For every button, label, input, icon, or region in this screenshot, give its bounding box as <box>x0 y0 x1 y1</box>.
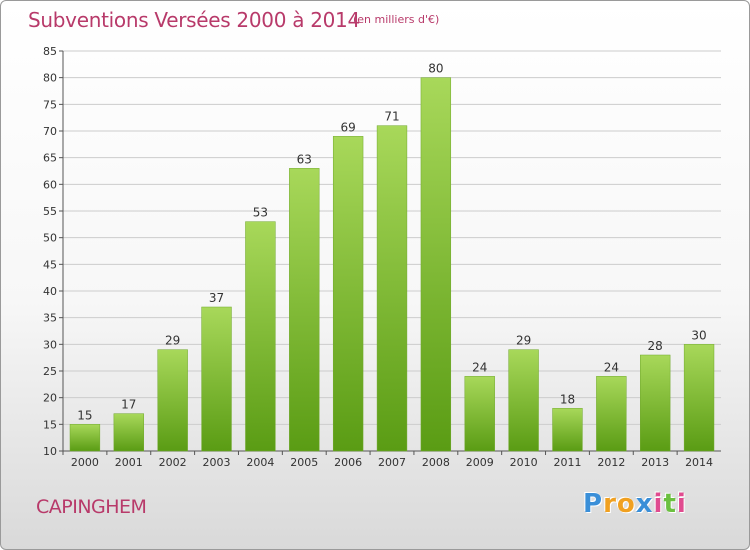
chart-unit: (en milliers d'€) <box>353 13 440 26</box>
x-tick-label: 2014 <box>685 456 713 469</box>
data-label: 24 <box>472 360 487 374</box>
logo-letter: t <box>663 489 677 519</box>
x-tick-label: 2000 <box>71 456 99 469</box>
x-tick-label: 2011 <box>553 456 581 469</box>
bar-2002 <box>157 349 188 452</box>
x-tick-label: 2008 <box>422 456 450 469</box>
y-tick-label: 10 <box>43 445 57 458</box>
logo-letter: i <box>676 489 687 519</box>
x-tick-label: 2002 <box>159 456 187 469</box>
data-label: 28 <box>648 339 663 353</box>
data-label: 15 <box>77 408 92 422</box>
x-tick-label: 2005 <box>290 456 318 469</box>
bar-2004 <box>245 221 276 452</box>
bar-2005 <box>289 168 320 452</box>
bar-2000 <box>69 424 101 452</box>
x-tick-label: 2012 <box>597 456 625 469</box>
bar-2013 <box>640 354 671 452</box>
data-label: 37 <box>209 291 224 305</box>
y-tick-label: 55 <box>43 205 57 218</box>
y-tick-label: 85 <box>43 45 57 58</box>
y-tick-label: 45 <box>43 258 57 271</box>
x-tick-label: 2013 <box>641 456 669 469</box>
data-label: 80 <box>428 62 443 76</box>
city-name: CAPINGHEM <box>36 496 147 518</box>
logo-letter: i <box>653 489 664 519</box>
x-tick-label: 2007 <box>378 456 406 469</box>
y-tick-label: 60 <box>43 178 57 191</box>
bar-2014 <box>683 344 715 452</box>
bars <box>69 77 715 452</box>
x-tick-label: 2004 <box>246 456 274 469</box>
bar-2009 <box>464 376 495 452</box>
proxiti-logo: Proxiti <box>583 489 687 519</box>
data-label: 30 <box>691 328 706 342</box>
x-tick-label: 2006 <box>334 456 362 469</box>
data-label: 24 <box>604 360 619 374</box>
y-tick-label: 65 <box>43 152 57 165</box>
y-tick-label: 20 <box>43 392 57 405</box>
y-tick-label: 30 <box>43 338 57 351</box>
data-label: 53 <box>253 206 268 220</box>
bar-2003 <box>201 306 232 452</box>
y-tick-label: 35 <box>43 312 57 325</box>
logo-letter: P <box>583 489 604 519</box>
y-tick-label: 70 <box>43 125 57 138</box>
y-tick-label: 80 <box>43 72 57 85</box>
y-tick-label: 75 <box>43 98 57 111</box>
y-tick-label: 50 <box>43 232 57 245</box>
logo-letter: x <box>635 489 654 519</box>
y-tick-label: 15 <box>43 418 57 431</box>
data-label: 71 <box>384 110 399 124</box>
bar-2010 <box>508 349 539 452</box>
chart-title: Subventions Versées 2000 à 2014 <box>28 8 360 32</box>
data-label: 63 <box>297 152 312 166</box>
labels: 10 15 20 25 30 35 40 45 50 55 60 65 70 75 80 85 15 2000 17… <box>43 45 713 469</box>
x-tick-label: 2010 <box>510 456 538 469</box>
bar-2008 <box>420 77 452 452</box>
bar-2007 <box>376 125 408 452</box>
bar-2011 <box>552 408 583 452</box>
bar-2001 <box>113 413 144 452</box>
x-tick-label: 2009 <box>466 456 494 469</box>
bar-2012 <box>596 376 627 452</box>
y-tick-label: 40 <box>43 285 57 298</box>
x-tick-label: 2001 <box>115 456 143 469</box>
bar-2006 <box>332 136 364 452</box>
data-label: 69 <box>340 120 355 134</box>
x-tick-label: 2003 <box>203 456 231 469</box>
data-label: 29 <box>516 334 531 348</box>
logo-letter: o <box>616 489 636 519</box>
y-tick-label: 25 <box>43 365 57 378</box>
data-label: 29 <box>165 334 180 348</box>
data-label: 18 <box>560 392 575 406</box>
logo-letter: r <box>603 489 617 519</box>
data-label: 17 <box>121 398 136 412</box>
